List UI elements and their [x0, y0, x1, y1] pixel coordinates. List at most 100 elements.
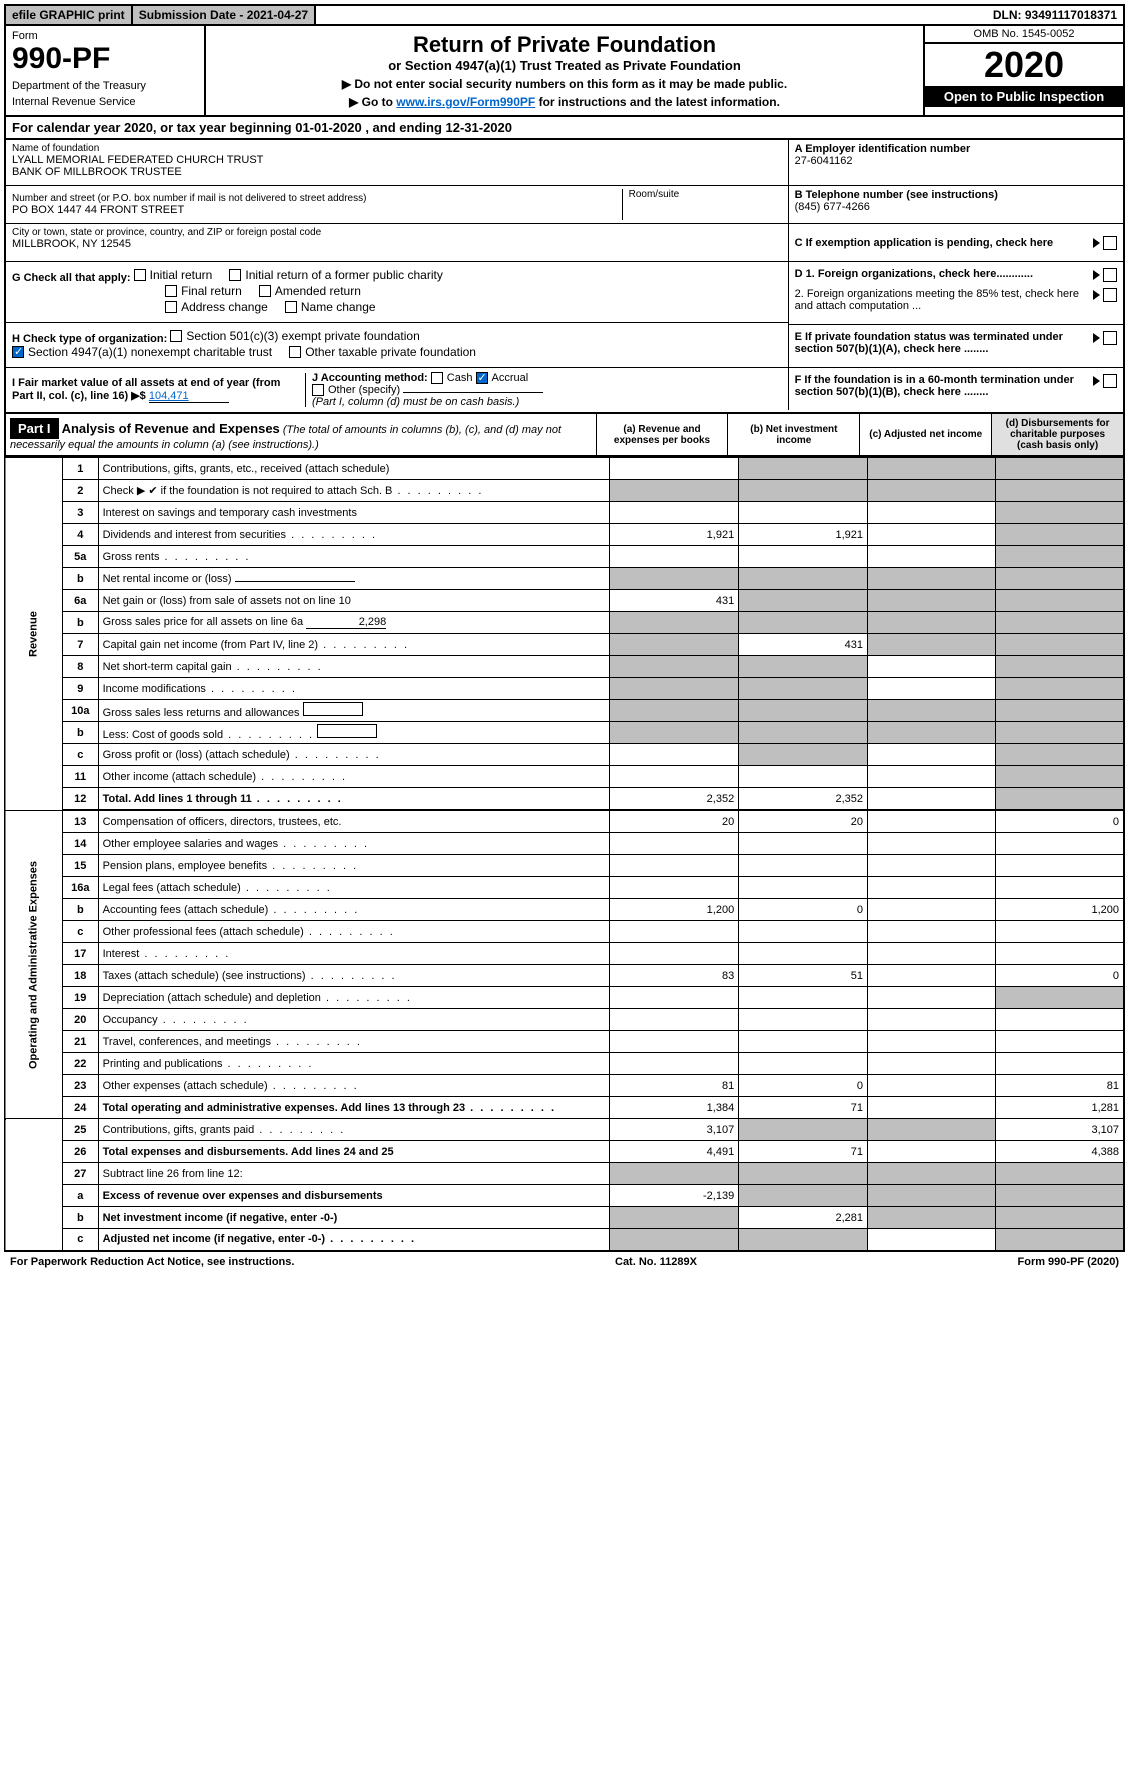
i-value[interactable]: 104,471 [149, 390, 229, 403]
table-row: 5aGross rents [5, 546, 1124, 568]
cb-name[interactable]: Name change [285, 300, 376, 314]
table-row: 2Check ▶ ✔ if the foundation is not requ… [5, 480, 1124, 502]
arrow-icon [1093, 333, 1100, 343]
tax-year: 2020 [925, 44, 1123, 86]
note2: ▶ Go to www.irs.gov/Form990PF for instru… [212, 95, 917, 109]
table-row: 9Income modifications [5, 678, 1124, 700]
addr-box: Number and street (or P.O. box number if… [6, 186, 788, 224]
address: PO BOX 1447 44 FRONT STREET [12, 204, 622, 216]
note1: ▶ Do not enter social security numbers o… [212, 77, 917, 91]
dept: Department of the Treasury [12, 80, 198, 92]
cb-other-tax[interactable]: Other taxable private foundation [289, 345, 476, 359]
cb-amended[interactable]: Amended return [259, 284, 361, 298]
table-row: cOther professional fees (attach schedul… [5, 921, 1124, 943]
table-row: cGross profit or (loss) (attach schedule… [5, 744, 1124, 766]
e-box: E If private foundation status was termi… [788, 325, 1123, 368]
d1: D 1. Foreign organizations, check here..… [795, 268, 1090, 280]
name-box: Name of foundation LYALL MEMORIAL FEDERA… [6, 140, 788, 186]
form-number: 990-PF [12, 42, 198, 76]
ein-box: A Employer identification number 27-6041… [788, 140, 1123, 186]
footer-center: Cat. No. 11289X [615, 1256, 697, 1268]
cb-address[interactable]: Address change [165, 300, 268, 314]
e-checkbox[interactable] [1103, 331, 1117, 345]
tel: (845) 677-4266 [795, 201, 1117, 213]
table-row: 6aNet gain or (loss) from sale of assets… [5, 590, 1124, 612]
d1-checkbox[interactable] [1103, 268, 1117, 282]
cb-501c3[interactable]: Section 501(c)(3) exempt private foundat… [170, 329, 419, 343]
ij-row: I Fair market value of all assets at end… [6, 368, 788, 412]
cb-4947[interactable]: Section 4947(a)(1) nonexempt charitable … [12, 345, 272, 359]
ein-label: A Employer identification number [795, 143, 1117, 155]
efile-button[interactable]: efile GRAPHIC print [6, 6, 133, 24]
part1-table: Revenue 1Contributions, gifts, grants, e… [4, 457, 1125, 1252]
expenses-label: Operating and Administrative Expenses [5, 811, 63, 1119]
other-specify-line [403, 392, 543, 393]
table-row: bNet investment income (if negative, ent… [5, 1207, 1124, 1229]
table-row: 24Total operating and administrative exp… [5, 1097, 1124, 1119]
table-row: 26Total expenses and disbursements. Add … [5, 1141, 1124, 1163]
table-row: 14Other employee salaries and wages [5, 833, 1124, 855]
cb-other-method[interactable]: Other (specify) [312, 384, 400, 396]
irs: Internal Revenue Service [12, 96, 198, 108]
name-label: Name of foundation [12, 143, 782, 154]
table-row: bGross sales price for all assets on lin… [5, 612, 1124, 634]
cb-final[interactable]: Final return [165, 284, 242, 298]
arrow-icon [1093, 270, 1100, 280]
note2-post: for instructions and the latest informat… [535, 95, 780, 109]
footer: For Paperwork Reduction Act Notice, see … [4, 1252, 1125, 1272]
subtitle: or Section 4947(a)(1) Trust Treated as P… [212, 58, 917, 73]
f-box: F If the foundation is in a 60-month ter… [788, 368, 1123, 410]
c-box: C If exemption application is pending, c… [788, 224, 1123, 262]
d-box: D 1. Foreign organizations, check here..… [788, 262, 1123, 325]
city-box: City or town, state or province, country… [6, 224, 788, 262]
i-label: I Fair market value of all assets at end… [12, 377, 280, 402]
submission-date: Submission Date - 2021-04-27 [133, 6, 316, 24]
table-row: 18Taxes (attach schedule) (see instructi… [5, 965, 1124, 987]
header-center: Return of Private Foundation or Section … [206, 26, 923, 115]
d2-checkbox[interactable] [1103, 288, 1117, 302]
omb: OMB No. 1545-0052 [925, 26, 1123, 44]
info-right: A Employer identification number 27-6041… [788, 140, 1123, 412]
part1-name: Analysis of Revenue and Expenses [62, 421, 280, 436]
cb-cash[interactable]: Cash [431, 372, 473, 384]
part1-header: Part I Analysis of Revenue and Expenses … [4, 414, 1125, 457]
f-checkbox[interactable] [1103, 374, 1117, 388]
table-row: 3Interest on savings and temporary cash … [5, 502, 1124, 524]
table-row: 15Pension plans, employee benefits [5, 855, 1124, 877]
table-row: 23Other expenses (attach schedule)81081 [5, 1075, 1124, 1097]
table-row: 25Contributions, gifts, grants paid3,107… [5, 1119, 1124, 1141]
table-row: aExcess of revenue over expenses and dis… [5, 1185, 1124, 1207]
part-label: Part I [10, 418, 59, 439]
revenue-label: Revenue [5, 458, 63, 811]
city: MILLBROOK, NY 12545 [12, 238, 782, 250]
part1-title: Part I Analysis of Revenue and Expenses … [6, 414, 596, 455]
c-checkbox[interactable] [1103, 236, 1117, 250]
table-row: 7Capital gain net income (from Part IV, … [5, 634, 1124, 656]
table-row: 17Interest [5, 943, 1124, 965]
calendar-year: For calendar year 2020, or tax year begi… [4, 117, 1125, 140]
table-row: 8Net short-term capital gain [5, 656, 1124, 678]
table-row: bNet rental income or (loss) [5, 568, 1124, 590]
table-row: 10aGross sales less returns and allowanc… [5, 700, 1124, 722]
col-c-head: (c) Adjusted net income [859, 414, 991, 455]
cb-initial-former[interactable]: Initial return of a former public charit… [229, 268, 442, 282]
tel-label: B Telephone number (see instructions) [795, 189, 1117, 201]
table-row: 22Printing and publications [5, 1053, 1124, 1075]
col-d-head: (d) Disbursements for charitable purpose… [991, 414, 1123, 455]
title: Return of Private Foundation [212, 32, 917, 58]
table-row: 12Total. Add lines 1 through 112,3522,35… [5, 788, 1124, 810]
footer-left: For Paperwork Reduction Act Notice, see … [10, 1256, 294, 1268]
room-label: Room/suite [629, 189, 782, 200]
j-label: J Accounting method: [312, 372, 428, 384]
arrow-icon [1093, 238, 1100, 248]
instructions-link[interactable]: www.irs.gov/Form990PF [396, 95, 535, 109]
ein: 27-6041162 [795, 155, 1117, 167]
table-row: 11Other income (attach schedule) [5, 766, 1124, 788]
g-label: G Check all that apply: [12, 272, 131, 284]
footer-right: Form 990-PF (2020) [1018, 1256, 1119, 1268]
table-row: Revenue 1Contributions, gifts, grants, e… [5, 458, 1124, 480]
cb-initial[interactable]: Initial return [134, 268, 213, 282]
info-left: Name of foundation LYALL MEMORIAL FEDERA… [6, 140, 788, 412]
header-left: Form 990-PF Department of the Treasury I… [6, 26, 206, 115]
cb-accrual[interactable]: Accrual [476, 372, 529, 384]
